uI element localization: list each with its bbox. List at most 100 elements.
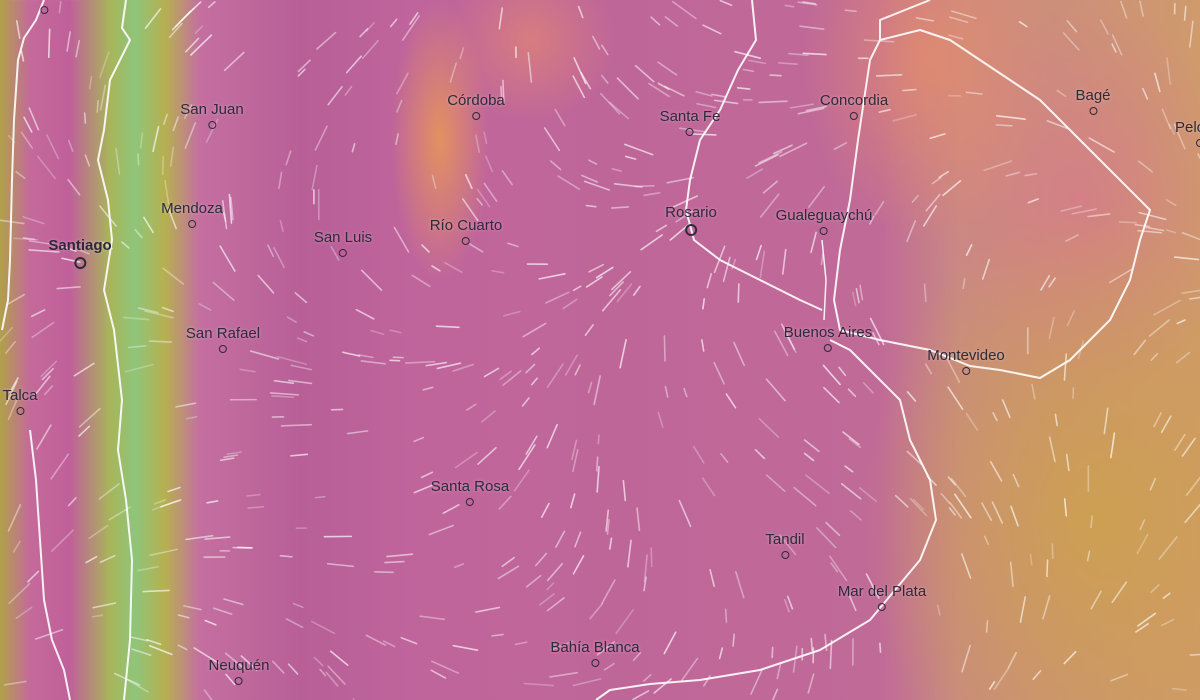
city-marker[interactable]: Córdoba — [447, 92, 505, 120]
wind-streak — [286, 316, 298, 323]
wind-streak — [22, 237, 36, 241]
city-marker[interactable]: Buenos Aires — [784, 324, 872, 352]
wind-streak — [224, 652, 245, 670]
wind-streak — [555, 530, 566, 548]
wind-streak — [329, 650, 349, 666]
city-marker[interactable]: Santiago — [48, 237, 112, 269]
wind-streak — [287, 663, 299, 675]
wind-streak — [78, 425, 91, 437]
wind-streak — [1148, 319, 1171, 337]
wind-streak — [310, 620, 336, 635]
wind-streak — [847, 388, 857, 398]
wind-streak — [359, 28, 369, 38]
city-marker[interactable]: Mendoza — [161, 200, 223, 228]
city-marker[interactable]: Pelotas — [1175, 119, 1200, 147]
wind-streak — [149, 548, 179, 557]
wind-streak — [99, 205, 117, 227]
wind-streak — [36, 424, 52, 450]
wind-streak — [648, 82, 670, 98]
wind-streak — [1139, 0, 1144, 17]
wind-streak — [849, 510, 862, 521]
wind-streak — [802, 52, 827, 56]
city-name: Bagé — [1075, 87, 1111, 104]
wind-streak — [1181, 231, 1200, 241]
wind-streak — [938, 170, 950, 179]
wind-streak — [58, 1, 62, 14]
wind-streak — [784, 4, 795, 8]
wind-streak — [585, 276, 603, 288]
wind-streak — [546, 363, 564, 389]
wind-streak — [92, 602, 117, 609]
city-marker[interactable]: Bagé — [1075, 87, 1111, 115]
wind-streak — [1063, 498, 1068, 517]
wind-streak — [1048, 316, 1055, 339]
wind-streak — [713, 99, 739, 105]
wind-streak — [765, 378, 786, 402]
city-marker[interactable]: Río Cuarto — [430, 217, 502, 245]
wind-streak — [518, 444, 536, 471]
city-marker[interactable]: Neuquén — [208, 657, 270, 685]
wind-streak — [1040, 274, 1051, 291]
wind-streak — [444, 261, 463, 273]
city-marker[interactable]: San Luis — [314, 229, 372, 257]
city-marker[interactable]: Montevideo — [927, 347, 1005, 375]
city-marker[interactable]: Mar del Plata — [838, 583, 926, 611]
city-name: San Luis — [313, 229, 373, 246]
wind-streak — [51, 529, 74, 552]
wind-streak — [797, 1, 818, 6]
wind-streak — [257, 274, 275, 294]
wind-streak — [475, 606, 501, 613]
city-name: Neuquén — [208, 657, 270, 674]
wind-streak — [137, 565, 159, 572]
city-marker[interactable]: San Rafael — [186, 325, 260, 353]
city-marker[interactable]: Rosario — [665, 204, 717, 236]
wind-streak — [361, 39, 379, 60]
wind-streak — [1060, 205, 1083, 212]
wind-streak — [954, 493, 972, 519]
wind-streak — [1062, 32, 1080, 51]
city-name: Bahía Blanca — [550, 639, 640, 656]
wind-streak — [30, 309, 46, 318]
wind-streak — [1174, 433, 1186, 451]
wind-streak — [725, 393, 737, 409]
city-marker[interactable]: Bahía Blanca — [550, 639, 640, 667]
wind-streak — [931, 176, 942, 185]
city-marker[interactable]: Concordia — [820, 92, 888, 120]
city-marker[interactable]: La Serena — [9, 0, 79, 14]
wind-streak — [733, 341, 746, 367]
city-name: Tandil — [765, 531, 805, 548]
wind-streak — [695, 90, 713, 97]
wind-streak — [314, 125, 328, 151]
city-marker[interactable]: Talca — [2, 387, 38, 415]
wind-streak — [879, 642, 882, 653]
wind-streak — [776, 662, 782, 680]
city-marker[interactable]: Gualeguaychú — [776, 207, 872, 235]
wind-streak — [273, 247, 285, 269]
wind-streak — [316, 31, 337, 50]
wind-streak — [60, 245, 77, 252]
wind-streak — [737, 283, 740, 303]
wind-streak — [634, 184, 655, 188]
city-marker[interactable]: Tandil — [765, 531, 805, 559]
wind-streak — [572, 75, 586, 99]
wind-streak — [1153, 412, 1162, 428]
city-dot-icon — [780, 551, 789, 559]
city-name: Buenos Aires — [783, 324, 873, 341]
wind-streak — [570, 493, 576, 509]
wind-streak — [603, 662, 615, 671]
wind-streak — [194, 25, 204, 34]
wind-streak — [1012, 473, 1020, 488]
wind-streak — [393, 226, 410, 253]
wind-streak — [6, 293, 26, 306]
wind-streak — [1160, 415, 1172, 434]
wind-streak — [1171, 687, 1188, 691]
city-marker[interactable]: San Juan — [180, 101, 244, 129]
city-marker[interactable]: Santa Fe — [660, 108, 720, 136]
wind-streak — [572, 285, 582, 292]
city-marker[interactable]: Santa Rosa — [431, 478, 509, 506]
wind-streak — [1173, 256, 1200, 261]
wind-streak — [530, 377, 538, 386]
city-name: Santa Rosa — [430, 478, 510, 495]
wind-streak — [838, 366, 847, 377]
